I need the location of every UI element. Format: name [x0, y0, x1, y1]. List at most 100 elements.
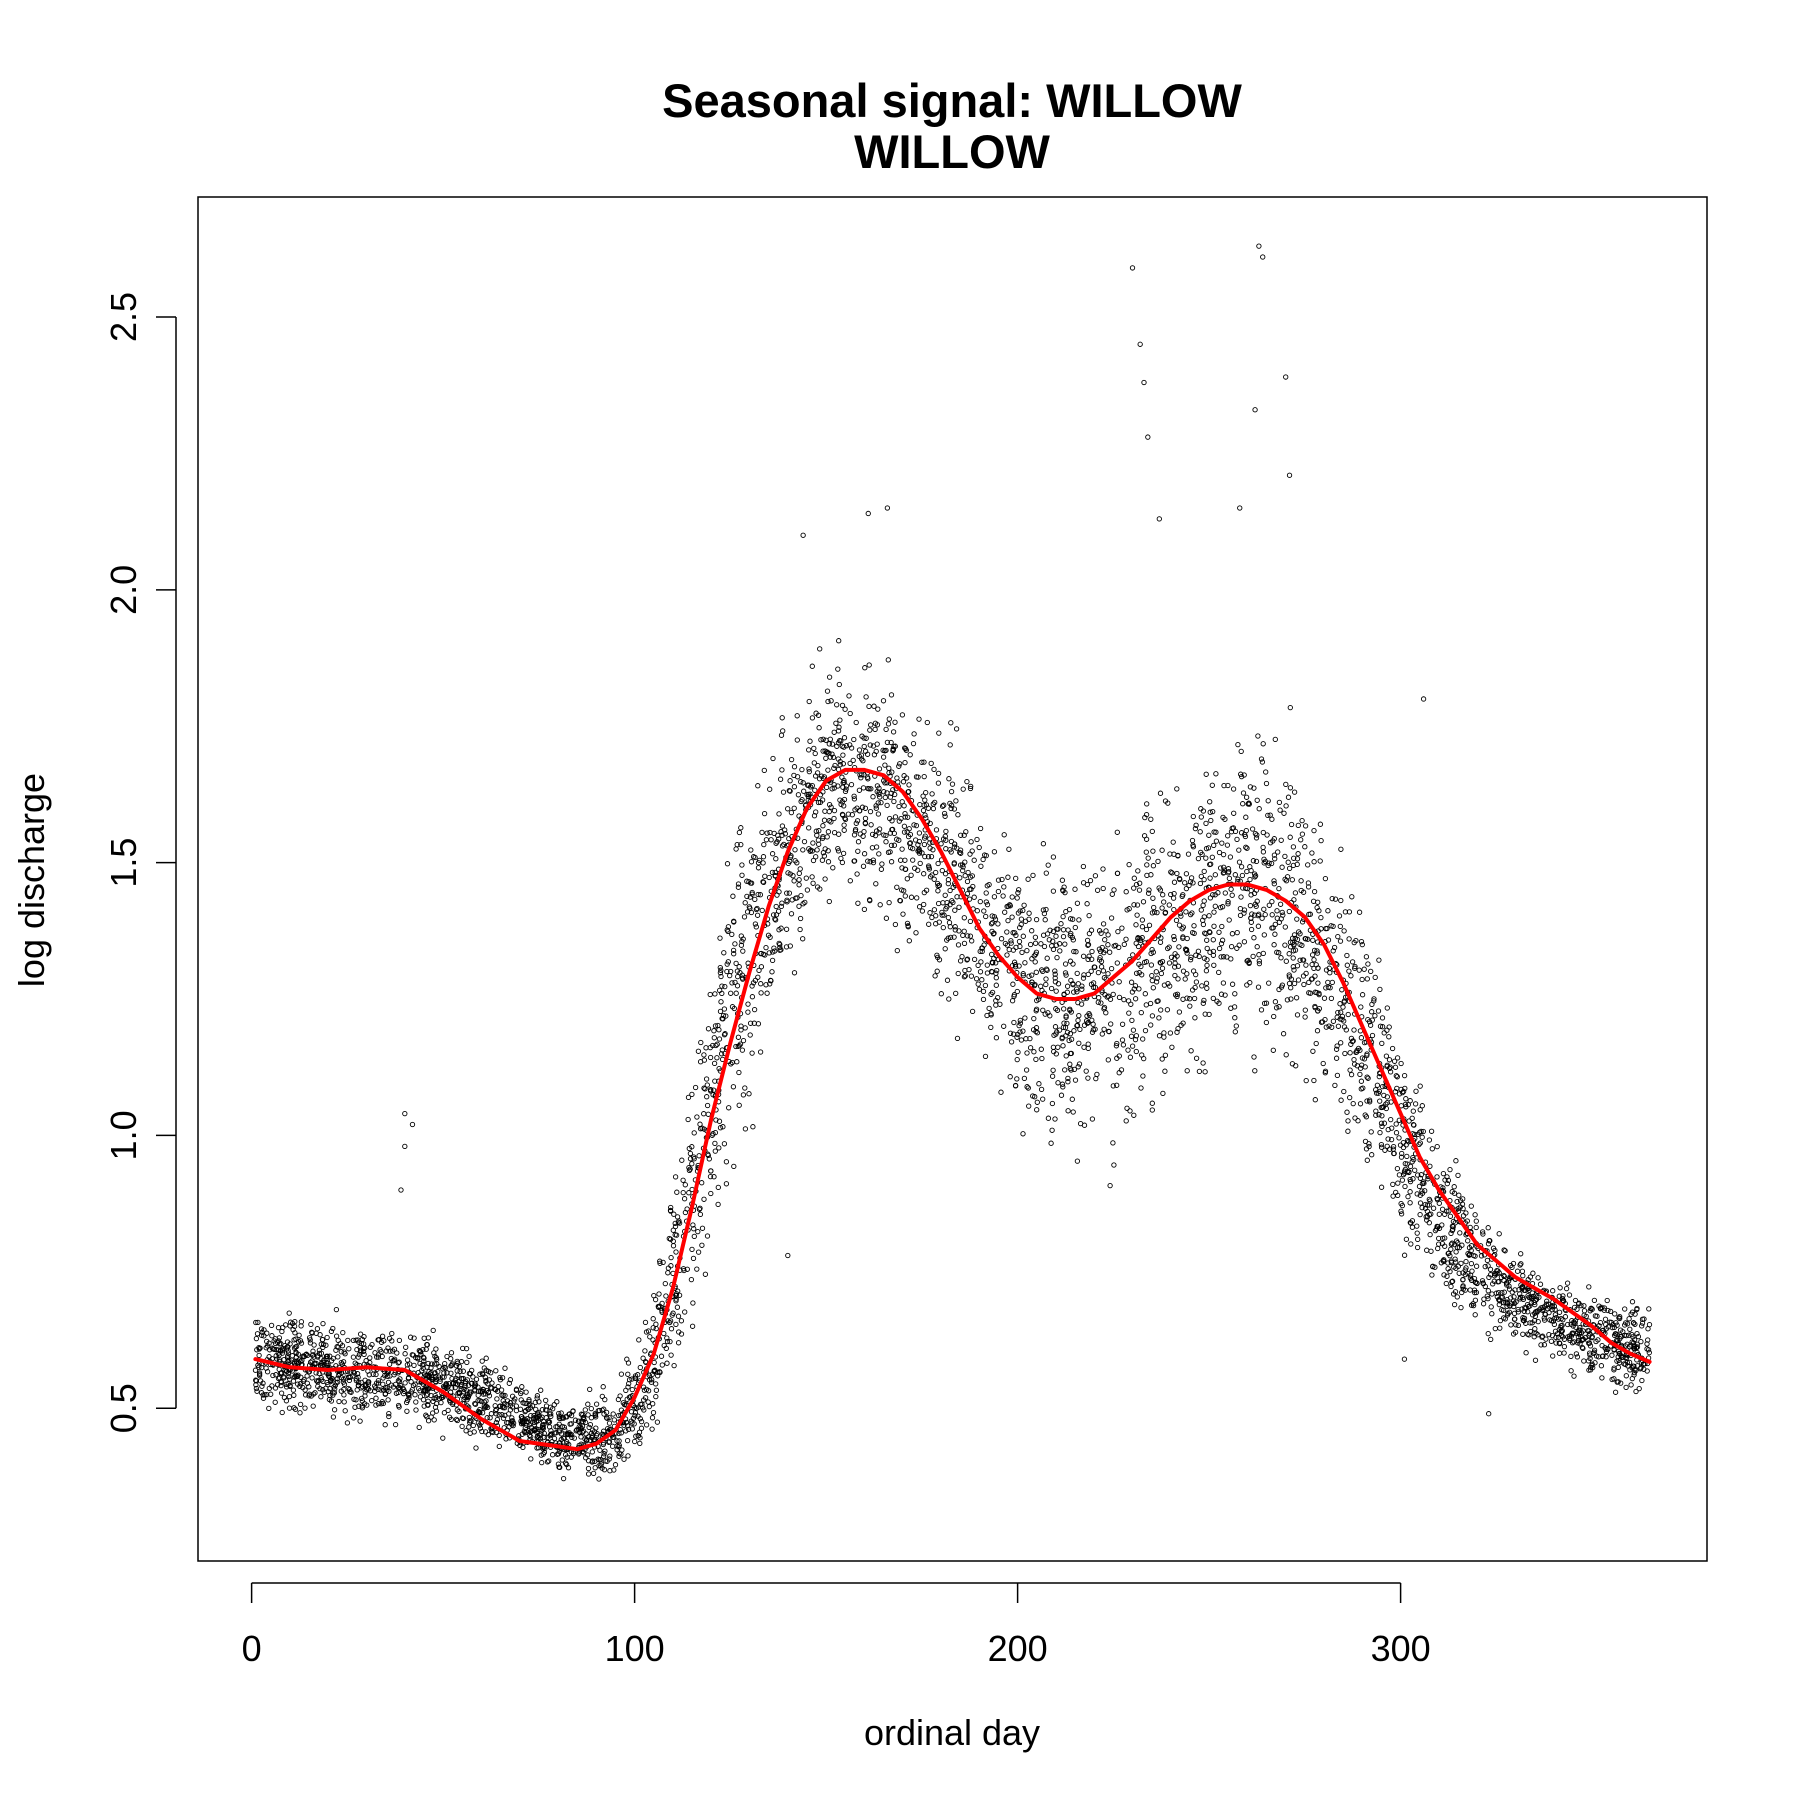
data-point — [1000, 893, 1006, 899]
data-point — [1315, 899, 1321, 905]
data-point — [976, 844, 982, 851]
data-point — [784, 890, 790, 896]
data-point — [697, 1211, 704, 1218]
data-point — [1216, 929, 1222, 935]
data-point — [1630, 1320, 1637, 1326]
data-point — [1348, 973, 1354, 979]
data-point — [1238, 894, 1244, 900]
data-point — [967, 851, 973, 857]
data-point — [1296, 929, 1302, 935]
data-point — [1318, 1019, 1325, 1025]
data-point — [1367, 1022, 1374, 1028]
data-point — [1391, 1058, 1398, 1064]
data-point — [1501, 1289, 1507, 1295]
data-point — [708, 1087, 714, 1093]
data-point — [1462, 1271, 1468, 1278]
data-point — [1553, 1334, 1559, 1341]
data-point — [815, 837, 822, 843]
data-point — [831, 729, 837, 735]
data-point — [905, 814, 911, 820]
data-point — [753, 906, 760, 913]
data-point — [1225, 833, 1231, 839]
data-point — [457, 1368, 463, 1375]
data-point — [1283, 803, 1289, 809]
data-point — [1499, 1307, 1505, 1313]
data-point — [1389, 1125, 1395, 1131]
data-point — [812, 787, 818, 793]
data-point — [402, 1351, 408, 1357]
data-point — [1161, 1030, 1167, 1036]
data-point — [1244, 982, 1250, 988]
data-point — [1065, 1079, 1071, 1085]
data-point — [1452, 1289, 1459, 1295]
data-point — [870, 857, 876, 863]
data-point — [1171, 890, 1177, 897]
data-point — [1143, 926, 1150, 933]
data-point — [421, 1355, 427, 1361]
data-point — [320, 1320, 326, 1327]
data-point — [739, 862, 745, 868]
data-point — [742, 1025, 748, 1031]
data-point — [947, 887, 953, 894]
data-point — [951, 844, 958, 850]
data-point — [1549, 1306, 1555, 1313]
data-point — [723, 1159, 730, 1165]
data-point — [1137, 936, 1143, 942]
data-point — [1330, 923, 1336, 930]
data-point — [960, 867, 966, 874]
data-point — [1442, 1235, 1448, 1241]
data-point — [586, 1424, 592, 1431]
data-point — [277, 1347, 284, 1354]
data-point — [1050, 854, 1057, 860]
data-point — [506, 1424, 512, 1430]
data-point — [331, 1384, 337, 1390]
data-point — [1129, 1043, 1136, 1049]
data-point — [1174, 1029, 1180, 1035]
data-point — [1424, 1202, 1431, 1208]
data-point — [680, 1177, 686, 1183]
data-point — [862, 748, 869, 754]
data-point — [1106, 1028, 1112, 1035]
data-point — [1188, 1048, 1194, 1054]
data-point — [601, 1453, 607, 1459]
data-point — [1419, 1180, 1426, 1187]
data-point — [1398, 1086, 1404, 1093]
data-point — [1529, 1290, 1536, 1296]
data-point — [1613, 1331, 1619, 1337]
data-point — [417, 1360, 423, 1367]
data-point — [705, 1026, 712, 1032]
data-point — [861, 851, 868, 857]
data-point — [886, 716, 892, 722]
data-point — [1288, 976, 1295, 982]
data-point — [1131, 875, 1137, 881]
data-point — [720, 1016, 726, 1022]
data-point — [1128, 1033, 1135, 1039]
data-point — [1133, 922, 1139, 928]
data-point — [750, 1124, 756, 1130]
data-point — [730, 947, 737, 954]
data-point — [460, 1345, 466, 1352]
data-point — [632, 1373, 639, 1379]
data-point — [912, 837, 919, 843]
data-point — [1129, 1017, 1135, 1024]
data-point — [874, 788, 880, 795]
data-point — [1384, 1143, 1390, 1149]
data-point — [932, 973, 938, 979]
data-point — [1070, 937, 1076, 943]
data-point — [601, 1451, 607, 1457]
data-point — [631, 1421, 637, 1427]
data-point — [826, 808, 832, 815]
data-point — [857, 772, 863, 778]
data-point — [1159, 847, 1165, 853]
data-point — [1276, 919, 1283, 925]
data-point — [910, 740, 917, 747]
data-point — [921, 773, 927, 780]
data-point — [870, 794, 876, 800]
data-point — [1392, 1089, 1399, 1095]
data-point — [1243, 814, 1249, 820]
data-point — [1162, 1052, 1169, 1058]
data-point — [1071, 989, 1077, 995]
data-point — [967, 886, 973, 892]
data-point — [1336, 913, 1343, 919]
